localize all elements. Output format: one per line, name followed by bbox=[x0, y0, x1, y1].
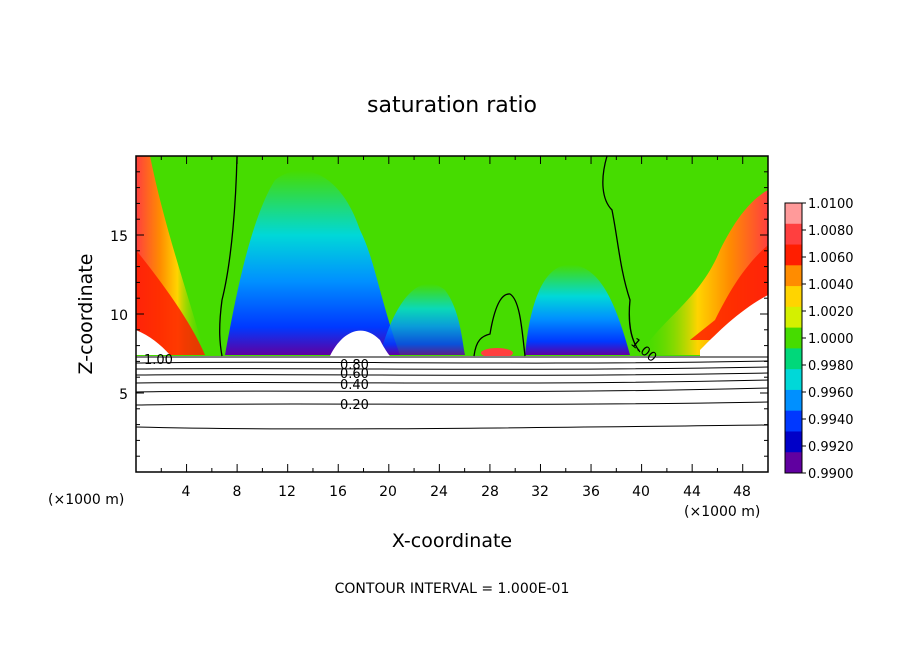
y-tick-label: 5 bbox=[119, 387, 128, 403]
colorbar-label: 0.9900 bbox=[808, 467, 854, 482]
heatmap-region-small-warm bbox=[481, 348, 513, 358]
x-tick-label: 4 bbox=[182, 484, 191, 500]
colorbar-swatch bbox=[785, 203, 802, 225]
x-tick-label: 40 bbox=[632, 484, 650, 500]
contour-line-1 bbox=[219, 156, 238, 357]
contour-line-3 bbox=[473, 293, 526, 357]
heatmap-region-subsaturated-center bbox=[225, 170, 400, 355]
colorbar-swatch bbox=[785, 244, 802, 266]
contour-line-11 bbox=[136, 424, 768, 430]
colorbar-swatch bbox=[785, 452, 802, 474]
contour-label: 0.80 bbox=[340, 358, 369, 373]
y-tick-label: 15 bbox=[110, 229, 128, 245]
white-patch-center bbox=[330, 330, 390, 356]
x-tick-label: 20 bbox=[379, 484, 397, 500]
colorbar-label: 0.9980 bbox=[808, 359, 854, 374]
colorbar: 1.0100 1.0080 1.0060 1.0040 1.0020 1.0000 0.99… bbox=[784, 197, 854, 482]
x-tick-label: 8 bbox=[233, 484, 242, 500]
plot-area bbox=[136, 156, 768, 472]
x-axis-label: X-coordinate bbox=[392, 530, 512, 552]
x-tick-label: 28 bbox=[481, 484, 499, 500]
colorbar-swatch bbox=[785, 306, 802, 329]
colorbar-label: 0.9960 bbox=[808, 386, 854, 401]
colorbar-label: 1.0100 bbox=[808, 197, 854, 212]
colorbar-swatch bbox=[785, 327, 802, 349]
contour-line-6 bbox=[136, 366, 768, 370]
white-patch-left bbox=[136, 330, 170, 355]
x-axis: 4 8 12 16 20 24 28 32 36 40 44 48 (×1000… bbox=[48, 156, 769, 552]
y-axis: 5 10 15 Z-coordinate bbox=[75, 155, 768, 473]
heatmap-region-left-core bbox=[136, 250, 205, 355]
contour-label: 1.00 bbox=[144, 353, 173, 368]
contour-line-9 bbox=[136, 387, 768, 393]
contour-line-2 bbox=[602, 156, 641, 353]
colorbar-swatches bbox=[785, 203, 802, 474]
colorbar-swatch bbox=[785, 265, 802, 287]
white-patch-right bbox=[700, 295, 768, 356]
colorbar-label: 1.0020 bbox=[808, 305, 854, 320]
x-tick-label: 24 bbox=[430, 484, 448, 500]
x-tick-label: 12 bbox=[278, 484, 296, 500]
colorbar-swatch bbox=[785, 369, 802, 391]
x-unit-label-left: (×1000 m) bbox=[48, 492, 124, 508]
contour-label: 0.20 bbox=[340, 398, 369, 413]
y-tick-label: 10 bbox=[110, 308, 128, 324]
y-tick-marks bbox=[136, 155, 768, 473]
colorbar-label: 0.9920 bbox=[808, 440, 854, 455]
colorbar-label: 1.0040 bbox=[808, 278, 854, 293]
colorbar-swatch bbox=[785, 410, 802, 432]
colorbar-label: 1.0080 bbox=[808, 224, 854, 239]
x-tick-label: 44 bbox=[683, 484, 701, 500]
contour-line-8 bbox=[136, 379, 768, 384]
contour-line-10 bbox=[136, 401, 768, 406]
colorbar-label: 0.9940 bbox=[808, 413, 854, 428]
contour-label: 0.40 bbox=[340, 378, 369, 393]
x-tick-label: 16 bbox=[329, 484, 347, 500]
colorbar-label: 1.0060 bbox=[808, 251, 854, 266]
contour-label: 0.60 bbox=[340, 367, 369, 382]
x-tick-marks bbox=[135, 156, 769, 472]
x-tick-label: 32 bbox=[531, 484, 549, 500]
heatmap-region-subsaturated-center-2 bbox=[380, 283, 465, 355]
x-unit-label-right: (×1000 m) bbox=[684, 504, 760, 520]
contour-interval-note: CONTOUR INTERVAL = 1.000E-01 bbox=[335, 581, 570, 597]
colorbar-swatch bbox=[785, 348, 802, 370]
colorbar-labels: 1.0100 1.0080 1.0060 1.0040 1.0020 1.0000 0.99… bbox=[802, 197, 854, 482]
colorbar-swatch bbox=[785, 223, 802, 246]
colorbar-label: 1.0000 bbox=[808, 332, 854, 347]
heatmap-region-subsaturated-right bbox=[525, 264, 630, 355]
contour-line-7 bbox=[136, 372, 768, 376]
lower-unshaded-region bbox=[136, 356, 768, 472]
y-axis-label: Z-coordinate bbox=[75, 254, 97, 375]
colorbar-swatch bbox=[785, 286, 802, 308]
colorbar-swatch bbox=[785, 431, 802, 453]
x-tick-label: 36 bbox=[582, 484, 600, 500]
chart-title: saturation ratio bbox=[367, 93, 537, 118]
contour-line-5 bbox=[136, 360, 768, 364]
colorbar-swatch bbox=[785, 389, 802, 412]
x-tick-label: 48 bbox=[733, 484, 751, 500]
